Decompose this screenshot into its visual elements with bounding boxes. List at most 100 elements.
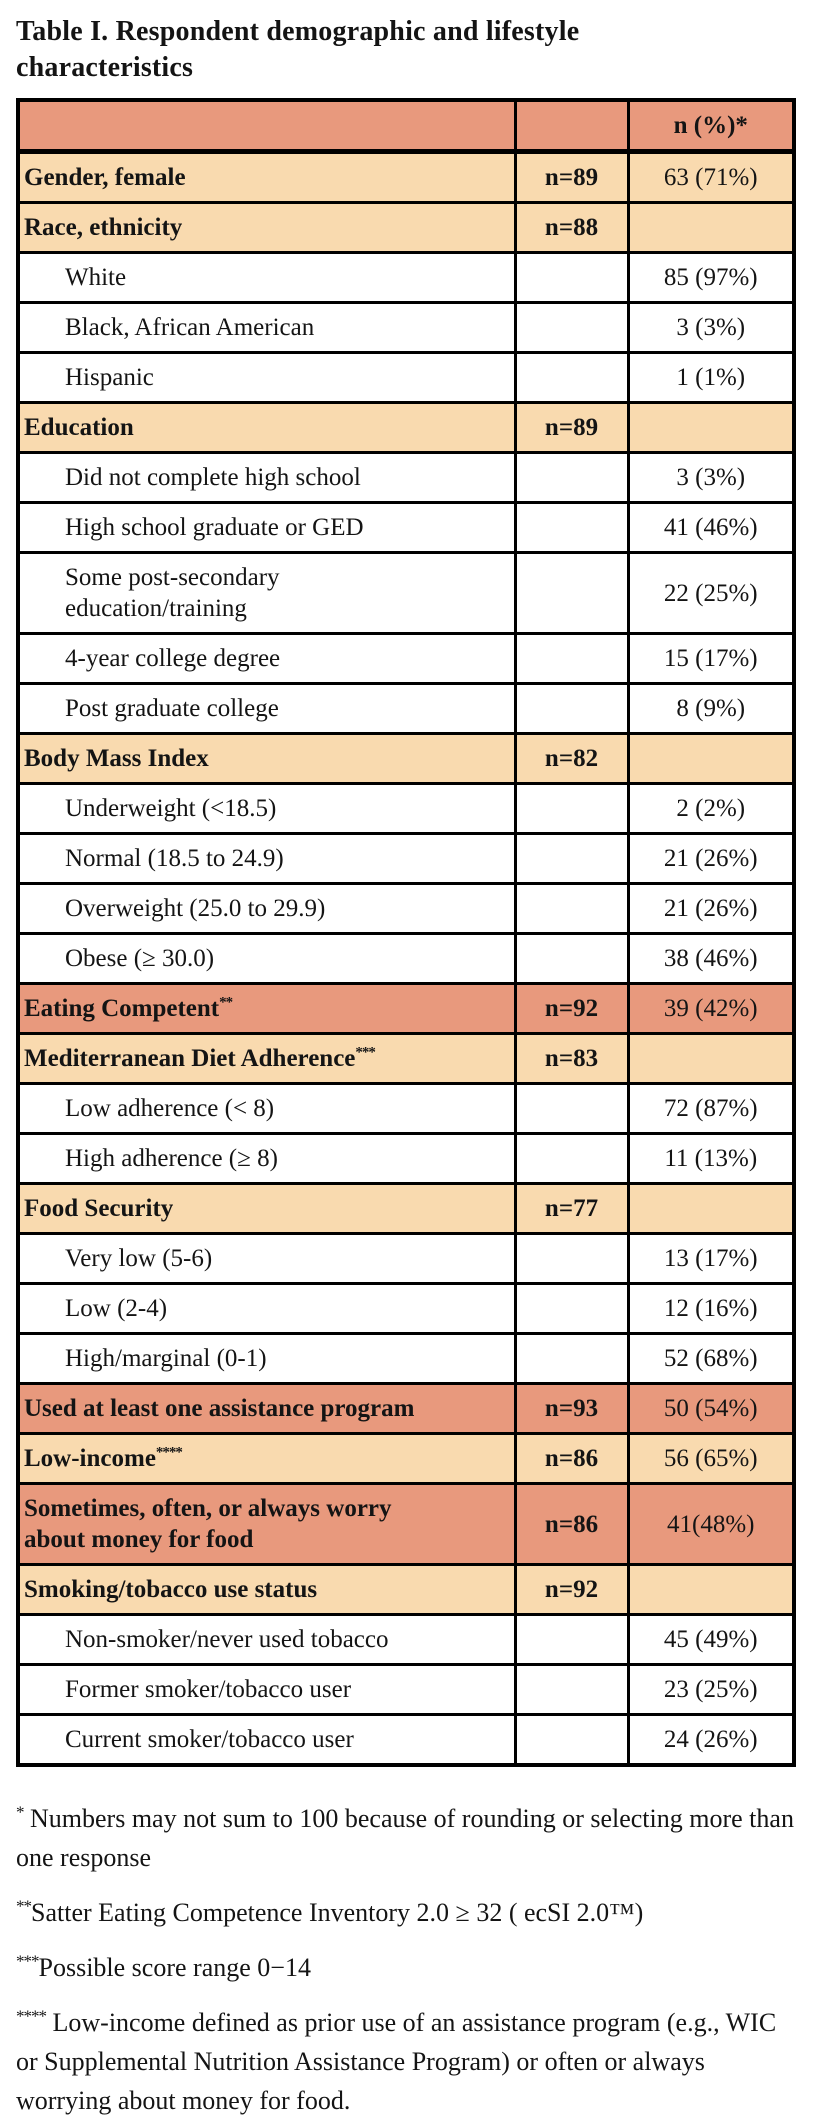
row-n-count: n=86	[513, 1482, 630, 1566]
table-row: Current smoker/tobacco user 24 (26%)	[16, 1713, 796, 1767]
footnote-text: Possible score range 0−14	[38, 1953, 311, 1982]
row-label: Obese (≥ 30.0)	[16, 932, 517, 985]
asterisk-marker: ***	[16, 1951, 39, 1971]
row-n-count: n=89	[513, 150, 630, 204]
footnote-low-income: **** Low-income defined as prior use of …	[16, 2003, 798, 2120]
row-n-count: n=77	[513, 1182, 630, 1235]
asterisk-marker: ****	[16, 2006, 47, 2026]
asterisk-marker: **	[16, 1896, 32, 1916]
row-n-count	[513, 832, 630, 885]
row-n-count	[513, 1332, 630, 1385]
row-n-count	[513, 1132, 630, 1185]
row-value: 13 (17%)	[626, 1232, 796, 1285]
table-title: Table I. Respondent demographic and life…	[16, 16, 580, 83]
row-value: 21 (26%)	[626, 882, 796, 935]
table-row: Some post-secondary education/training 22…	[16, 551, 796, 635]
table-row: Sometimes, often, or always worry about …	[16, 1482, 796, 1566]
row-label: High school graduate or GED	[16, 501, 517, 554]
row-n-count	[513, 501, 630, 554]
table-row: Non-smoker/never used tobacco 45 (49%)	[16, 1613, 796, 1666]
table-header-row: n (%)*	[16, 98, 796, 154]
row-label: Body Mass Index	[16, 732, 517, 785]
row-n-count: n=89	[513, 401, 630, 454]
row-label: Non-smoker/never used tobacco	[16, 1613, 517, 1666]
row-value	[626, 201, 796, 254]
row-label: Hispanic	[16, 351, 517, 404]
table-row: Mediterranean Diet Adherence*** n=83	[16, 1032, 796, 1085]
table-row: Gender, female n=89 63 (71%)	[16, 150, 796, 204]
row-value	[626, 1032, 796, 1085]
row-label: Underweight (<18.5)	[16, 782, 517, 835]
table-row: Normal (18.5 to 24.9) 21 (26%)	[16, 832, 796, 885]
row-n-count	[513, 882, 630, 935]
table-row: Underweight (<18.5) 2 (2%)	[16, 782, 796, 835]
row-n-count: n=83	[513, 1032, 630, 1085]
row-label: High adherence (≥ 8)	[16, 1132, 517, 1185]
row-value: 15 (17%)	[626, 632, 796, 685]
row-n-count: n=86	[513, 1432, 630, 1485]
row-label: Low adherence (< 8)	[16, 1082, 517, 1135]
row-label: Low-income****	[16, 1432, 517, 1485]
row-value	[626, 732, 796, 785]
table-row: Low-income**** n=86 56 (65%)	[16, 1432, 796, 1485]
row-label: White	[16, 251, 517, 304]
row-label: 4-year college degree	[16, 632, 517, 685]
header-cell-category	[16, 98, 517, 154]
row-value: 39 (42%)	[626, 982, 796, 1035]
row-value: 8 (9%)	[626, 682, 796, 735]
row-label: Did not complete high school	[16, 451, 517, 504]
row-value: 3 (3%)	[626, 301, 796, 354]
table-row: Eating Competent** n=92 39 (42%)	[16, 982, 796, 1035]
row-label: Low (2-4)	[16, 1282, 517, 1335]
row-n-count	[513, 251, 630, 304]
asterisk-marker: ***	[355, 1044, 375, 1061]
row-value: 52 (68%)	[626, 1332, 796, 1385]
row-value: 41(48%)	[626, 1482, 796, 1566]
row-value: 38 (46%)	[626, 932, 796, 985]
header-cell-n	[513, 98, 630, 154]
row-n-count	[513, 1713, 630, 1767]
table-row: Education n=89	[16, 401, 796, 454]
footnotes: * Numbers may not sum to 100 because of …	[16, 1799, 798, 2120]
row-value: 41 (46%)	[626, 501, 796, 554]
row-value: 56 (65%)	[626, 1432, 796, 1485]
row-n-count: n=92	[513, 982, 630, 1035]
table-row: Post graduate college 8 (9%)	[16, 682, 796, 735]
row-n-count	[513, 932, 630, 985]
row-n-count	[513, 1282, 630, 1335]
table-row: Black, African American 3 (3%)	[16, 301, 796, 354]
row-value	[626, 1182, 796, 1235]
table-row: High adherence (≥ 8) 11 (13%)	[16, 1132, 796, 1185]
asterisk-marker: **	[219, 994, 233, 1011]
row-value: 50 (54%)	[626, 1382, 796, 1435]
table-row: Food Security n=77	[16, 1182, 796, 1235]
row-n-count: n=92	[513, 1563, 630, 1616]
table-row: Low (2-4) 12 (16%)	[16, 1282, 796, 1335]
table-row: Body Mass Index n=82	[16, 732, 796, 785]
asterisk-marker: ****	[155, 1444, 183, 1461]
row-n-count	[513, 782, 630, 835]
row-label: Sometimes, often, or always worry about …	[16, 1482, 517, 1566]
table-row: Smoking/tobacco use status n=92	[16, 1563, 796, 1616]
row-n-count	[513, 1663, 630, 1716]
row-n-count	[513, 451, 630, 504]
row-n-count	[513, 682, 630, 735]
asterisk-marker: *	[16, 1802, 24, 1822]
table-row: Race, ethnicity n=88	[16, 201, 796, 254]
row-value: 21 (26%)	[626, 832, 796, 885]
row-label: Some post-secondary education/training	[16, 551, 517, 635]
row-value: 11 (13%)	[626, 1132, 796, 1185]
row-label: Gender, female	[16, 150, 517, 204]
table-row: Used at least one assistance program n=93…	[16, 1382, 796, 1435]
row-value: 72 (87%)	[626, 1082, 796, 1135]
row-value: 24 (26%)	[626, 1713, 796, 1767]
footnote-score-range: ***Possible score range 0−14	[16, 1948, 798, 1987]
row-label: Former smoker/tobacco user	[16, 1663, 517, 1716]
row-n-count: n=88	[513, 201, 630, 254]
row-value: 85 (97%)	[626, 251, 796, 304]
row-n-count	[513, 1613, 630, 1666]
demographics-table: n (%)* Gender, female n=89 63 (71%) Race, e…	[16, 98, 796, 1767]
row-value: 3 (3%)	[626, 451, 796, 504]
table-row: Hispanic 1 (1%)	[16, 351, 796, 404]
